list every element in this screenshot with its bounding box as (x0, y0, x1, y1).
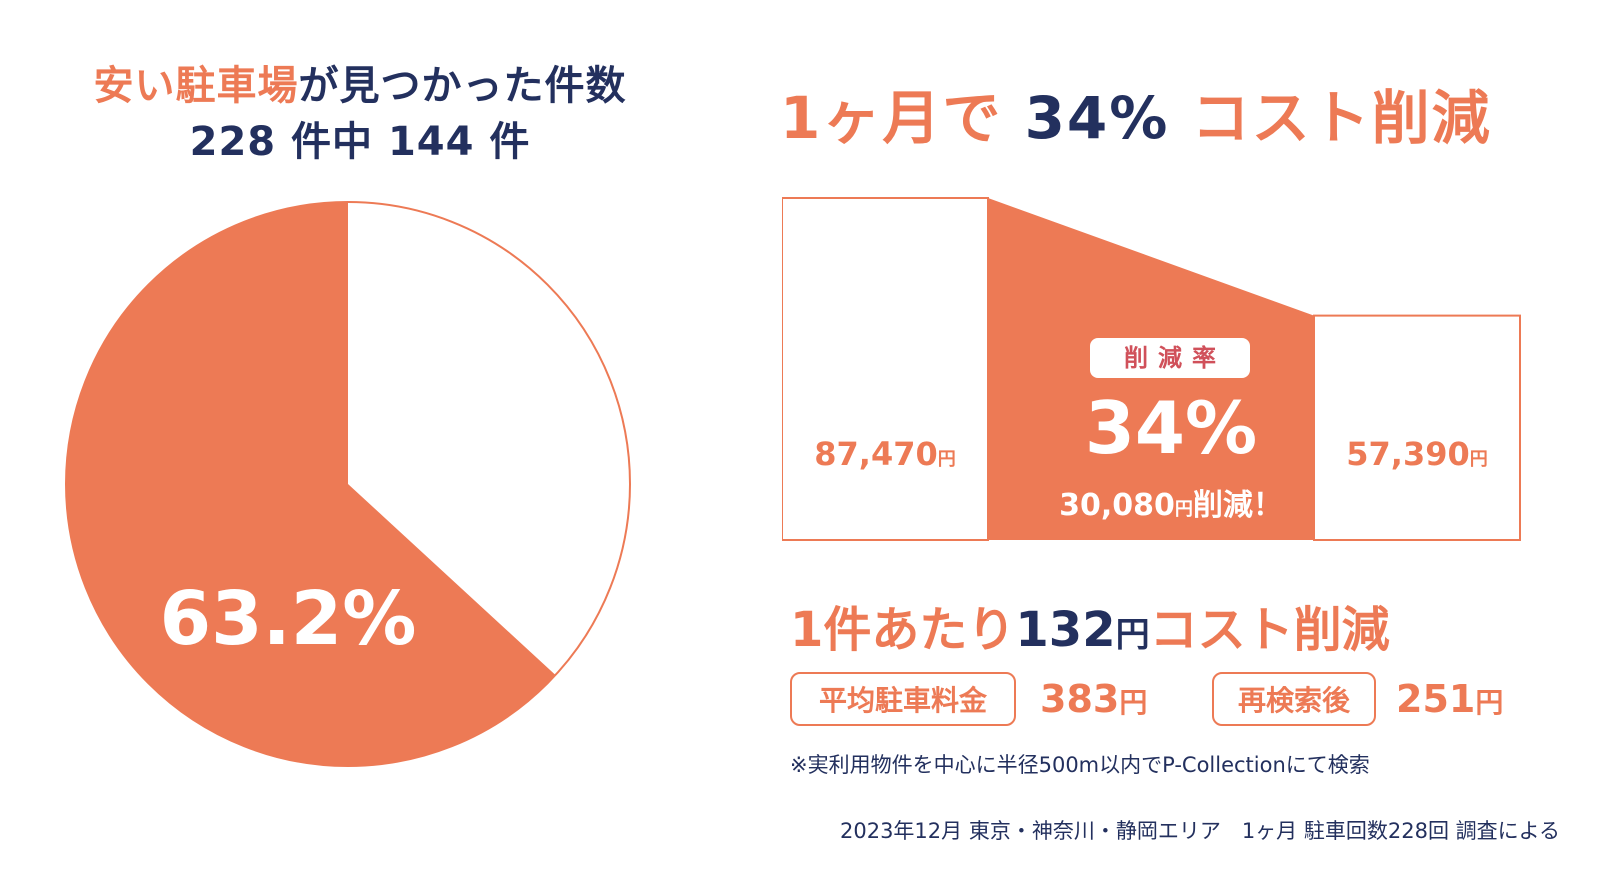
pie-percent-label: 63.2% (160, 576, 417, 662)
avg-price-value: 383 (1040, 677, 1120, 721)
reduction-rate-value: 34% (1084, 386, 1258, 470)
bar-after-value: 57,390 (1346, 435, 1470, 473)
bar-before (782, 197, 989, 541)
pie-title-rest: が見つかった件数 (298, 63, 627, 109)
reduction-amount-text: 削減！ (1192, 488, 1283, 523)
pie-subtitle: 228 件中 144 件 (189, 119, 531, 165)
after-search-yen: 円 (1475, 686, 1504, 719)
reduction-amount: 30,080円削減！ (1012, 486, 1330, 530)
pie-chart: 63.2% (65, 201, 631, 767)
pie-slice-found (65, 202, 556, 766)
after-search-price: 251円 (1396, 672, 1503, 730)
pie-title-line: 安い駐車場が見つかった件数 (40, 58, 680, 114)
reduction-amount-value: 30,080 (1059, 488, 1175, 523)
headline-suffix: コスト削減 (1169, 84, 1492, 152)
survey-source: 2023年12月 東京・神奈川・静岡エリア 1ヶ月 駐車回数228回 調査による (839, 819, 1560, 843)
reduction-amount-yen: 円 (1174, 499, 1193, 520)
per-item-value: 132 (1015, 602, 1116, 658)
headline: 1ヶ月で 34% コスト削減 (780, 78, 1580, 158)
bar-after (1313, 314, 1521, 541)
per-item-suffix: コスト削減 (1149, 602, 1390, 658)
reduction-rate-badge: 削減率 (1090, 338, 1250, 378)
pie-title: 安い駐車場が見つかった件数 228 件中 144 件 (40, 58, 680, 170)
per-item-saving: 1件あたり132円コスト削減 (790, 600, 1570, 665)
avg-price-yen: 円 (1119, 686, 1148, 719)
headline-prefix: 1ヶ月で (780, 84, 1025, 152)
bar-before-value: 87,470 (814, 435, 938, 473)
bar-before-yen: 円 (937, 449, 956, 470)
avg-price-label: 平均駐車料金 (790, 672, 1016, 726)
pie-title-highlight: 安い駐車場 (93, 63, 299, 109)
bar-after-label: 57,390円 (1314, 434, 1520, 480)
bar-before-label: 87,470円 (782, 434, 988, 480)
bar-after-yen: 円 (1469, 449, 1488, 470)
search-note: ※実利用物件を中心に半径500m以内でP-Collectionにて検索 (790, 753, 1370, 777)
avg-price: 383円 (1040, 672, 1147, 730)
per-item-yen: 円 (1115, 615, 1150, 655)
after-search-label: 再検索後 (1212, 672, 1376, 726)
headline-value: 34% (1024, 84, 1170, 152)
per-item-prefix: 1件あたり (790, 602, 1016, 658)
after-search-value: 251 (1396, 677, 1476, 721)
